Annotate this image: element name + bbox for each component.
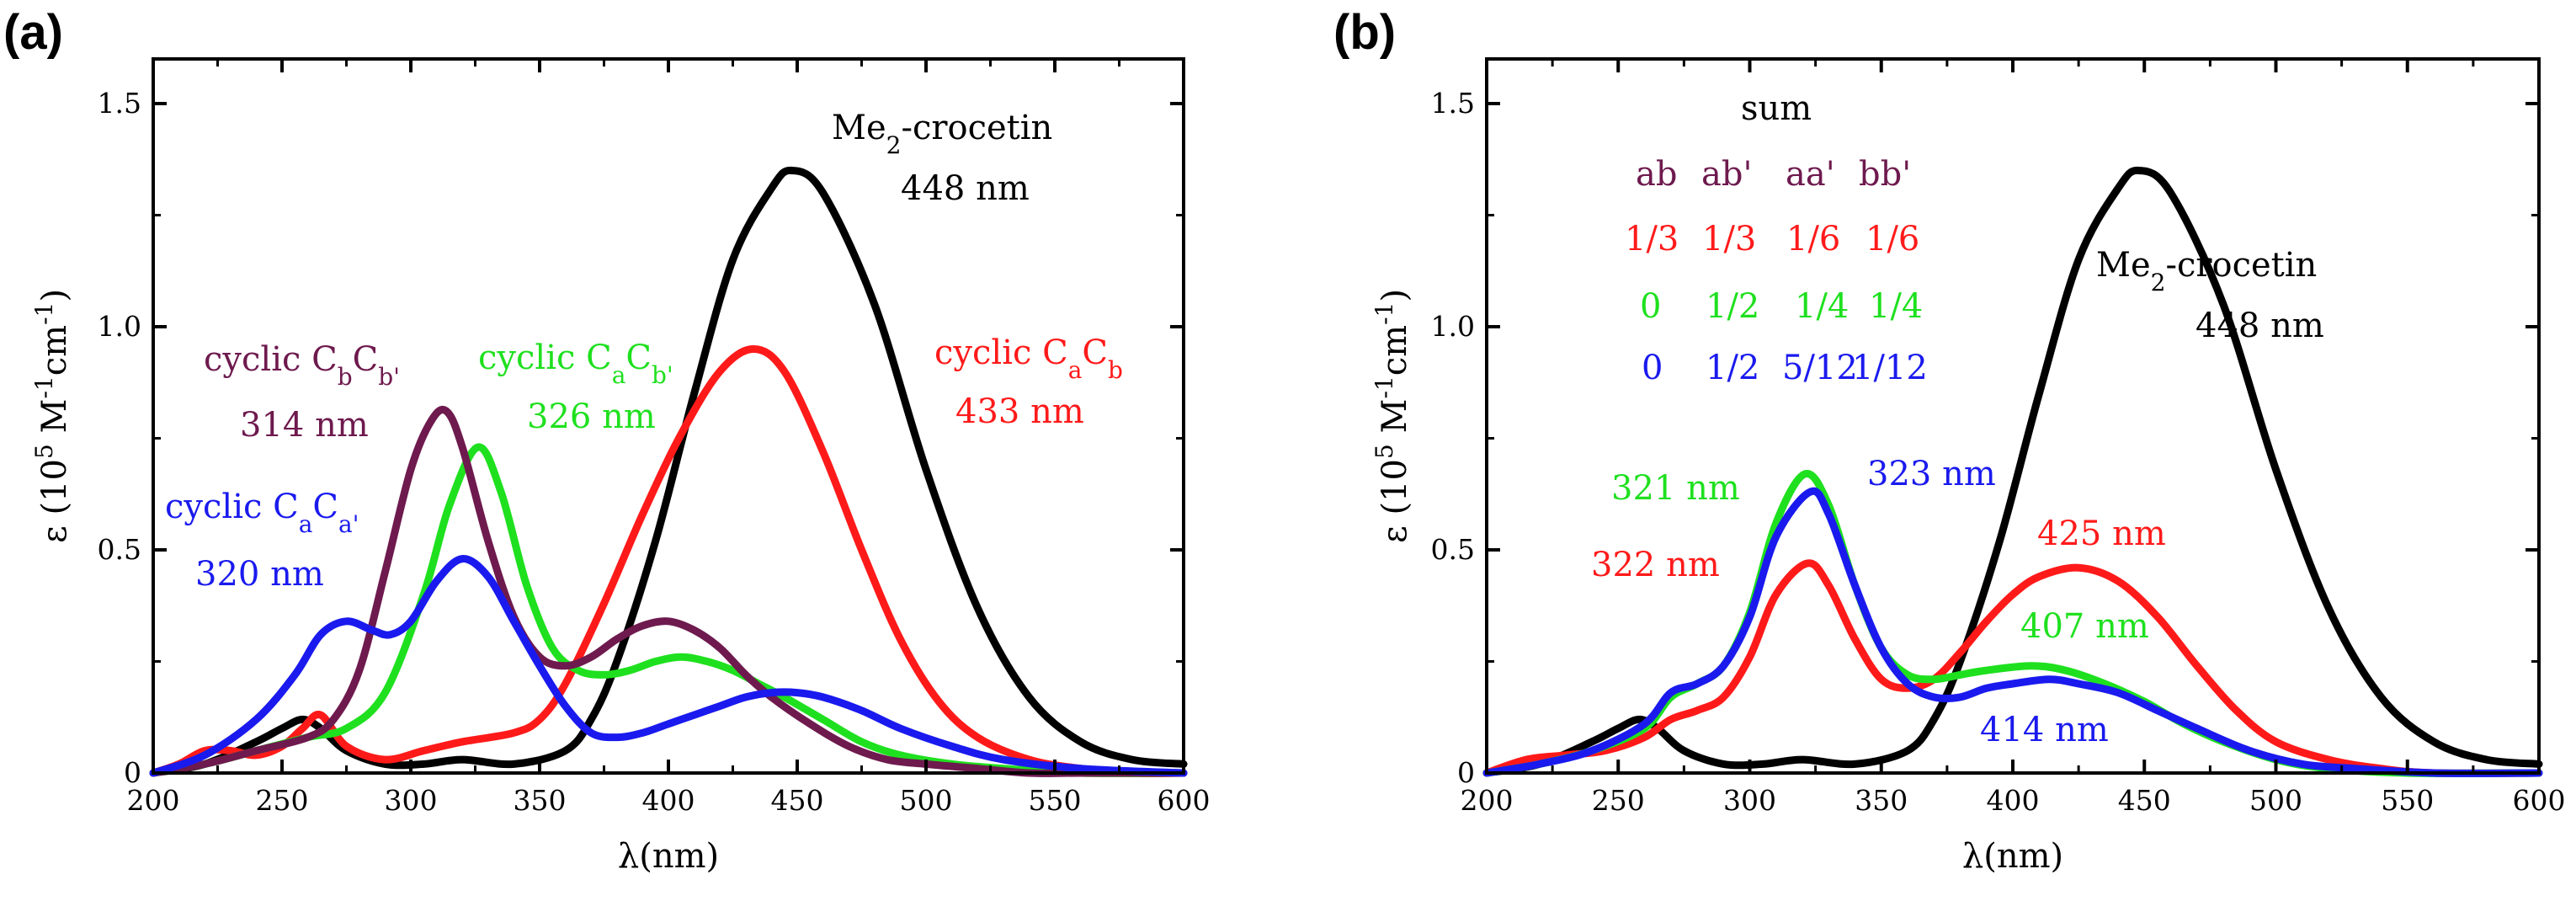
annotation-322-nm: 322 nm bbox=[1591, 546, 1720, 584]
series-line-sum-1-3-1-3-1-6-1-6 bbox=[1482, 559, 2543, 777]
annotation-448-nm: 448 nm bbox=[2195, 307, 2324, 345]
annotation-407-nm: 407 nm bbox=[2020, 607, 2149, 646]
y-tick-label: 1.5 bbox=[1431, 87, 1475, 120]
x-tick-label: 400 bbox=[1987, 784, 2040, 817]
annotation-448-nm: 448 nm bbox=[901, 169, 1030, 208]
annotation-320-nm: 320 nm bbox=[195, 555, 324, 594]
x-tick-label: 450 bbox=[771, 784, 824, 817]
annotation-414-nm: 414 nm bbox=[1980, 711, 2109, 749]
annotation-0: 0 bbox=[1640, 287, 1661, 326]
annotation-me2-crocetin: Me2-crocetin bbox=[832, 109, 1052, 159]
chart-panel-b: 200 250 300 350 400 450 500 550 600 0 0.5 1.0 1.5 λ(n… bbox=[1333, 5, 2566, 876]
annotation-314-nm: 314 nm bbox=[240, 406, 369, 445]
x-tick-label: 400 bbox=[642, 784, 695, 817]
annotation-5-12: 5/12 bbox=[1782, 349, 1858, 387]
annotation-sum: sum bbox=[1741, 89, 1812, 128]
series-line-sum-0-1-2-5-12-1-12 bbox=[1482, 487, 2543, 777]
annotation-1-12: 1/12 bbox=[1852, 349, 1928, 387]
y-tick-label: 1.0 bbox=[98, 310, 141, 343]
annotation-cyclic-cacap: cyclic CaCa' bbox=[165, 488, 359, 538]
annotation-cyclic-cacb: cyclic CaCb bbox=[934, 333, 1123, 384]
panel-label: (b) bbox=[1333, 5, 1396, 60]
annotation-326-nm: 326 nm bbox=[527, 397, 656, 436]
x-tick-label: 300 bbox=[1723, 784, 1776, 817]
x-tick-label: 550 bbox=[2381, 784, 2434, 817]
annotation-323-nm: 323 nm bbox=[1867, 455, 1996, 493]
x-tick-label: 450 bbox=[2118, 784, 2171, 817]
x-axis-label: λ(nm) bbox=[618, 837, 719, 876]
x-tick-label: 550 bbox=[1029, 784, 1082, 817]
series-line-cyclic-cbcbp bbox=[149, 406, 1188, 777]
annotation-321-nm: 321 nm bbox=[1611, 469, 1740, 508]
y-tick-label: 0 bbox=[1457, 756, 1475, 789]
y-tick-label: 1.5 bbox=[98, 87, 141, 120]
y-axis-label: ε (105 M-1cm-1) bbox=[30, 289, 75, 543]
annotation-bbp: bb' bbox=[1859, 155, 1911, 194]
x-tick-label: 300 bbox=[385, 784, 438, 817]
annotation-1-4: 1/4 bbox=[1795, 287, 1849, 326]
series-line-cyclic-cacbp bbox=[149, 443, 1188, 777]
x-tick-label: 600 bbox=[1158, 784, 1211, 817]
y-tick-label: 0.5 bbox=[98, 533, 141, 566]
y-tick-label: 1.0 bbox=[1431, 310, 1475, 343]
x-tick-label: 250 bbox=[256, 784, 309, 817]
y-tick-label: 0.5 bbox=[1431, 533, 1475, 566]
annotation-1-3: 1/3 bbox=[1702, 220, 1756, 259]
annotation-abp: ab' bbox=[1701, 155, 1752, 194]
x-tick-label: 350 bbox=[1855, 784, 1908, 817]
annotation-cyclic-cacbp: cyclic CaCb' bbox=[478, 339, 673, 389]
annotation-me2-crocetin: Me2-crocetin bbox=[2096, 246, 2317, 296]
annotation-1-6: 1/6 bbox=[1865, 220, 1919, 259]
annotation-1-6: 1/6 bbox=[1786, 220, 1840, 259]
annotation-cyclic-cbcbp: cyclic CbCb' bbox=[204, 340, 400, 391]
x-tick-label: 500 bbox=[900, 784, 953, 817]
annotation-425-nm: 425 nm bbox=[2037, 514, 2166, 553]
series-line-me2-crocetin bbox=[149, 166, 1188, 777]
annotation-aap: aa' bbox=[1786, 155, 1835, 194]
y-axis-label: ε (105 M-1cm-1) bbox=[1370, 289, 1415, 543]
x-axis-label: λ(nm) bbox=[1962, 837, 2063, 876]
annotation-1-3: 1/3 bbox=[1625, 220, 1679, 259]
chart-panel-a: 200 250 300 350 400 450 500 550 600 0 0.5 1.0 1.5 λ(n… bbox=[3, 5, 1211, 876]
annotation-1-2: 1/2 bbox=[1706, 287, 1759, 326]
x-tick-label: 200 bbox=[127, 784, 180, 817]
x-tick-label: 250 bbox=[1592, 784, 1645, 817]
x-tick-label: 600 bbox=[2513, 784, 2566, 817]
panel-label: (a) bbox=[3, 5, 63, 60]
annotation-1-4: 1/4 bbox=[1869, 287, 1923, 326]
annotation-0: 0 bbox=[1642, 349, 1663, 387]
x-tick-label: 350 bbox=[514, 784, 567, 817]
annotation-ab: ab bbox=[1636, 155, 1677, 194]
x-tick-label: 500 bbox=[2249, 784, 2302, 817]
y-tick-label: 0 bbox=[124, 756, 141, 789]
x-tick-label: 200 bbox=[1461, 784, 1514, 817]
annotation-1-2: 1/2 bbox=[1706, 349, 1759, 387]
series-line-cyclic-cacap bbox=[149, 555, 1188, 777]
annotation-433-nm: 433 nm bbox=[955, 392, 1084, 431]
